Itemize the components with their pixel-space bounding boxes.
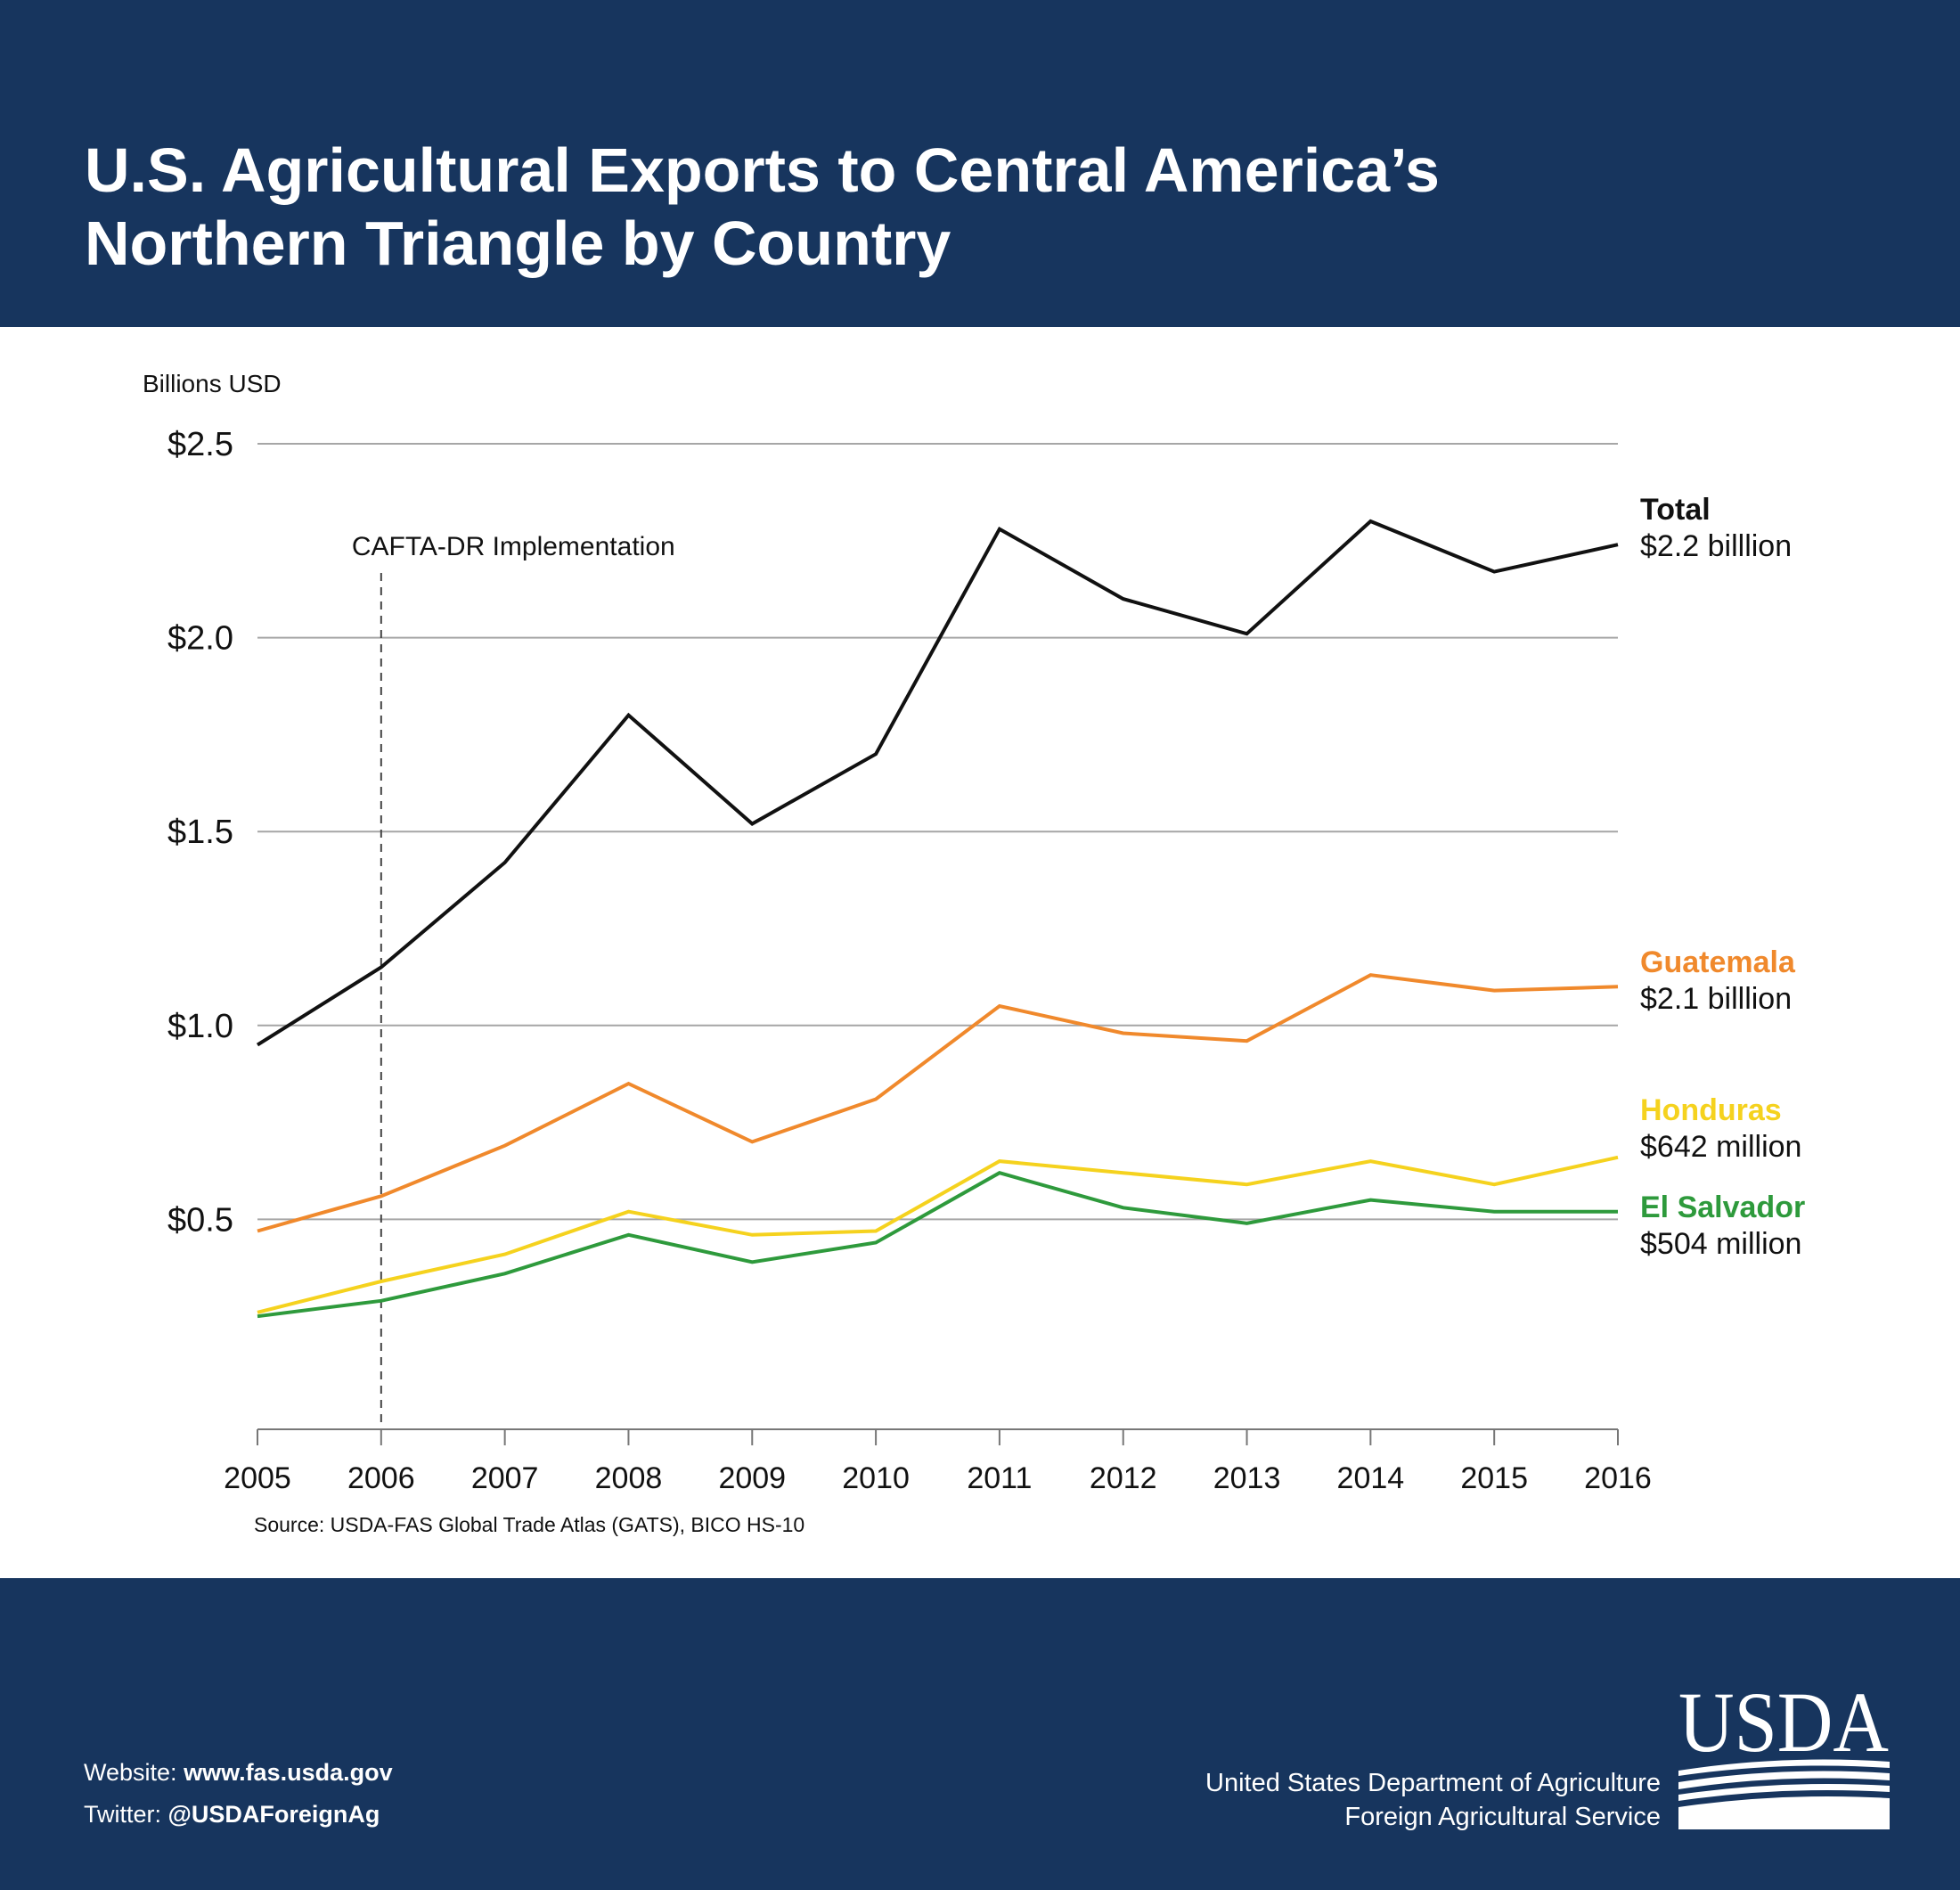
usda-logo-field-stripe-3 [1678, 1783, 1890, 1801]
x-tick-label: 2014 [1337, 1461, 1405, 1495]
usda-logo-text: USDA [1678, 1681, 1889, 1770]
website-link[interactable]: www.fas.usda.gov [184, 1759, 393, 1786]
y-tick-label: $0.5 [167, 1201, 233, 1239]
y-tick-label: $2.5 [167, 426, 233, 463]
usda-logo-field [1678, 1796, 1890, 1829]
y-tick-labels: $2.5 $2.0 $1.5 $1.0 $0.5 [167, 426, 233, 1239]
twitter-handle[interactable]: @USDAForeignAg [167, 1801, 380, 1828]
series-line-total [256, 519, 1619, 1047]
x-tick-label: 2008 [595, 1461, 663, 1495]
x-tick-label: 2012 [1090, 1461, 1157, 1495]
x-tick-label: 2015 [1460, 1461, 1528, 1495]
x-tick-label: 2011 [967, 1461, 1032, 1495]
series-end-labels: Total$2.2 billlion Guatemala$2.1 billlion… [1640, 493, 1805, 1261]
cafta-annotation: CAFTA-DR Implementation [352, 532, 675, 1429]
series-line-honduras [257, 1155, 1619, 1314]
x-tick-label: 2007 [471, 1461, 539, 1495]
usda-logo-field-stripe-2 [1678, 1771, 1890, 1789]
series-value-guatemala: $2.1 billlion [1640, 982, 1792, 1016]
series-name-total: Total [1640, 493, 1711, 527]
y-axis-label: Billions USD [143, 370, 282, 397]
usda-logo-field-stripe-1 [1678, 1759, 1890, 1776]
twitter-label: Twitter: [84, 1801, 168, 1828]
series-line-guatemala [257, 973, 1619, 1233]
y-tick-label: $1.5 [167, 814, 233, 851]
x-tick-label: 2009 [718, 1461, 786, 1495]
series-value-total: $2.2 billlion [1640, 529, 1792, 563]
line-chart: Billions USD $2.5 $2.0 $1.5 $1.0 $0.5 CAFTA-… [143, 370, 1805, 1536]
series-name-honduras: Honduras [1640, 1093, 1782, 1127]
x-tick-label: 2016 [1584, 1461, 1652, 1495]
series-lines [256, 519, 1619, 1319]
twitter-line: Twitter: @USDAForeignAg [84, 1800, 380, 1829]
usda-logo: USDA [1678, 1681, 1890, 1829]
series-name-guatemala: Guatemala [1640, 945, 1796, 979]
footer: Website: www.fas.usda.gov Twitter: @USDA… [0, 1578, 1960, 1890]
series-value-el_salvador: $504 million [1640, 1227, 1801, 1261]
y-tick-label: $1.0 [167, 1008, 233, 1045]
series-name-el_salvador: El Salvador [1640, 1190, 1805, 1224]
series-value-honduras: $642 million [1640, 1130, 1801, 1164]
header-banner: U.S. Agricultural Exports to Central Ame… [0, 0, 1960, 327]
title-line-2: Northern Triangle by Country [85, 209, 951, 278]
title-line-1: U.S. Agricultural Exports to Central Ame… [85, 135, 1440, 205]
page-title: U.S. Agricultural Exports to Central Ame… [85, 134, 1777, 280]
website-label: Website: [84, 1759, 184, 1786]
agency-name: United States Department of Agriculture [1205, 1769, 1661, 1797]
x-tick-label: 2005 [224, 1461, 291, 1495]
series-line-el_salvador [257, 1171, 1618, 1319]
source-note: Source: USDA-FAS Global Trade Atlas (GAT… [254, 1513, 804, 1536]
website-line: Website: www.fas.usda.gov [84, 1758, 393, 1787]
agency-service: Foreign Agricultural Service [1344, 1803, 1661, 1831]
annotation-label: CAFTA-DR Implementation [352, 532, 675, 561]
gridlines [257, 443, 1618, 1221]
x-tick-label: 2010 [842, 1461, 910, 1495]
x-axis: 2005 2006 2007 2008 2009 2010 2011 2012 2013 2014… [224, 1428, 1652, 1495]
y-tick-label: $2.0 [167, 620, 233, 658]
x-tick-label: 2013 [1213, 1461, 1281, 1495]
x-tick-label: 2006 [347, 1461, 415, 1495]
